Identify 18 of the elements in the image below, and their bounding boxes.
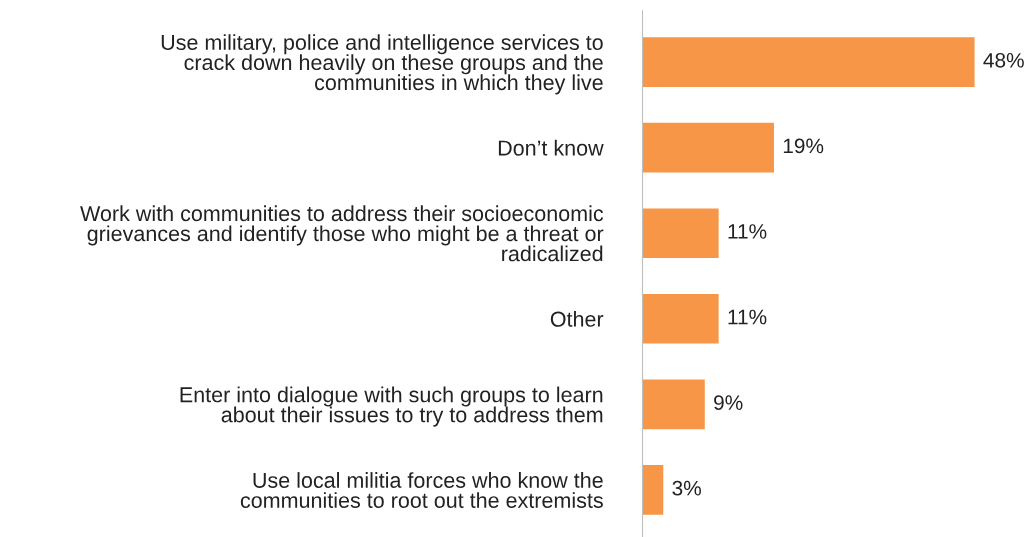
y-tick-label: Don’t know	[498, 139, 604, 156]
data-label: 11%	[728, 224, 767, 239]
data-label: 48%	[983, 52, 1024, 68]
data-label: 3%	[672, 480, 701, 496]
y-tick-label: Use local militia forces who know the communities to root out the extremists	[240, 472, 603, 508]
bar	[642, 122, 774, 173]
bar	[642, 208, 719, 259]
bar	[642, 465, 664, 515]
data-label: 11%	[728, 309, 767, 325]
data-label: 9%	[714, 395, 743, 410]
y-tick-label: Enter into dialogue with such groups to learn about their issues to try to address them	[180, 386, 603, 427]
y-tick-label: Other	[550, 310, 604, 327]
bar	[642, 37, 975, 87]
data-label: 19%	[783, 138, 824, 154]
y-tick-label: Use military, police and intelligence services to crack down heavily on these groups and the communities in which they live	[161, 34, 603, 95]
bar	[642, 379, 705, 430]
y-tick-label: Work with communities to address their socioeconomic grievances and identify those who might be a threat or radicalized	[80, 205, 604, 262]
bar	[642, 293, 719, 344]
